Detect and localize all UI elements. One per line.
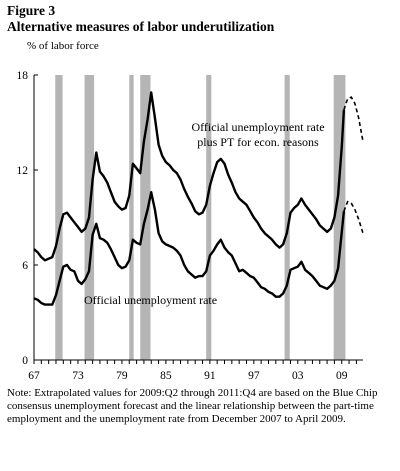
y-tick-label-12: 12 — [17, 165, 29, 177]
chart-canvas: 0 6 12 18 67 73 79 85 91 97 03 09 Official unemploy… — [17, 70, 364, 382]
series-line-1 — [33, 191, 346, 306]
x-tick-label-85: 85 — [160, 370, 172, 382]
series-label-1-cont: plus PT for econ. reasons — [197, 135, 319, 149]
x-tick-label-97: 97 — [248, 370, 260, 382]
series-line-0 — [33, 91, 346, 262]
chart-title: Alternative measures of labor underutili… — [7, 19, 275, 34]
y-tick-label-6: 6 — [22, 260, 28, 272]
x-tick-label-03: 03 — [292, 370, 304, 382]
series-label-2: Official unemployment rate — [84, 293, 217, 307]
series-label-1: Official unemployment rate — [191, 120, 324, 134]
series-projection-0 — [343, 96, 364, 142]
recession-band-4 — [206, 75, 212, 360]
y-tick-label-18: 18 — [17, 70, 29, 82]
recession-band-5 — [284, 75, 290, 360]
figure-label: Figure 3 — [7, 3, 56, 18]
series-lines — [33, 91, 364, 306]
chart-note: Note: Extrapolated values for 2009:Q2 th… — [7, 387, 378, 426]
axes: 0 6 12 18 67 73 79 85 91 97 03 09 — [17, 70, 363, 382]
series-projection-1 — [343, 200, 364, 234]
recession-band-0 — [55, 75, 63, 360]
x-tick-label-67: 67 — [28, 370, 40, 382]
recession-bands — [55, 75, 346, 360]
x-tick-label-09: 09 — [336, 370, 348, 382]
y-axis-label: % of labor force — [27, 40, 99, 52]
x-tick-label-79: 79 — [116, 370, 128, 382]
x-tick-label-91: 91 — [204, 370, 216, 382]
y-tick-label-0: 0 — [22, 355, 28, 367]
x-tick-label-73: 73 — [72, 370, 84, 382]
recession-band-2 — [129, 75, 134, 360]
recession-band-6 — [333, 75, 346, 360]
